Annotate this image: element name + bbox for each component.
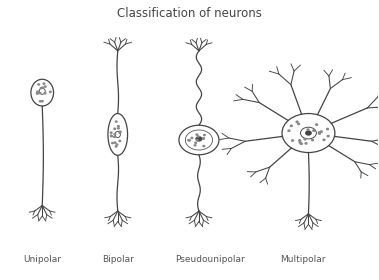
Circle shape [117, 125, 119, 127]
Text: Pseudounipolar: Pseudounipolar [175, 255, 245, 264]
Circle shape [42, 87, 44, 88]
Circle shape [37, 91, 39, 92]
Circle shape [327, 136, 329, 137]
Circle shape [40, 88, 42, 89]
Circle shape [44, 86, 46, 87]
Text: Classification of neurons: Classification of neurons [117, 7, 262, 20]
Circle shape [318, 132, 320, 133]
Circle shape [291, 140, 293, 141]
Ellipse shape [31, 79, 53, 106]
Circle shape [38, 84, 39, 85]
Circle shape [110, 132, 112, 133]
Circle shape [117, 128, 119, 129]
Circle shape [196, 134, 198, 135]
Circle shape [282, 113, 335, 153]
Circle shape [316, 124, 318, 125]
Circle shape [320, 131, 322, 132]
Circle shape [41, 101, 43, 102]
Circle shape [115, 146, 117, 147]
Circle shape [119, 140, 121, 142]
Circle shape [112, 143, 113, 144]
Circle shape [305, 143, 307, 144]
Circle shape [119, 132, 121, 133]
Circle shape [114, 128, 116, 129]
Circle shape [290, 125, 292, 127]
Circle shape [43, 83, 45, 84]
Circle shape [188, 140, 190, 141]
Circle shape [195, 142, 196, 143]
Circle shape [39, 101, 41, 102]
Circle shape [115, 121, 117, 122]
Circle shape [203, 146, 205, 147]
Circle shape [194, 145, 196, 146]
Circle shape [299, 140, 301, 141]
Circle shape [197, 136, 199, 137]
Circle shape [323, 139, 325, 141]
Text: Multipolar: Multipolar [280, 255, 326, 264]
Circle shape [313, 130, 315, 131]
Circle shape [191, 137, 193, 139]
Text: Unipolar: Unipolar [23, 255, 61, 264]
Circle shape [298, 123, 299, 125]
Circle shape [179, 125, 219, 155]
Text: Bipolar: Bipolar [102, 255, 134, 264]
Circle shape [203, 138, 204, 139]
Circle shape [119, 131, 121, 132]
Circle shape [296, 121, 298, 123]
Circle shape [307, 129, 309, 130]
Circle shape [319, 133, 321, 134]
Circle shape [196, 137, 202, 141]
Circle shape [36, 92, 38, 94]
Circle shape [111, 136, 113, 137]
Circle shape [39, 92, 41, 94]
Circle shape [312, 139, 313, 141]
Circle shape [306, 131, 311, 135]
Circle shape [301, 127, 316, 139]
Circle shape [50, 91, 51, 92]
Circle shape [114, 136, 115, 137]
Circle shape [114, 134, 116, 135]
Circle shape [110, 135, 112, 136]
Circle shape [114, 142, 116, 143]
Circle shape [327, 128, 329, 130]
Circle shape [36, 93, 38, 94]
Circle shape [189, 140, 190, 141]
Circle shape [304, 139, 306, 140]
Circle shape [203, 138, 204, 139]
Ellipse shape [115, 131, 121, 137]
Circle shape [38, 92, 39, 93]
Circle shape [204, 134, 205, 136]
Circle shape [196, 140, 198, 141]
Circle shape [301, 143, 302, 144]
Ellipse shape [108, 113, 128, 155]
Circle shape [116, 144, 118, 145]
Circle shape [299, 142, 301, 143]
Ellipse shape [39, 88, 45, 94]
Circle shape [44, 93, 46, 94]
Circle shape [288, 130, 290, 131]
